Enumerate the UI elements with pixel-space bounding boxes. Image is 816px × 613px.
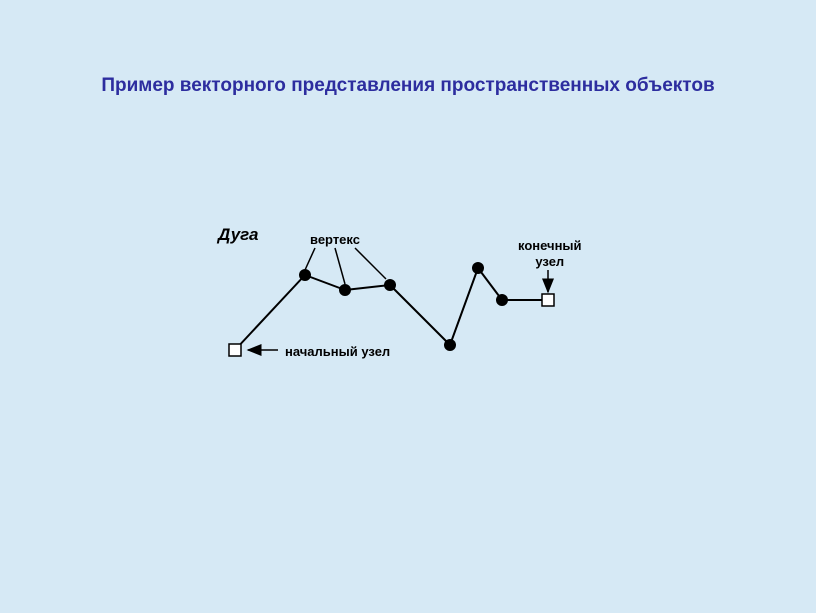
vertex-label: вертекс bbox=[310, 232, 360, 247]
vertex-node bbox=[496, 294, 508, 306]
arc-label: Дуга bbox=[218, 225, 258, 245]
edge bbox=[305, 275, 345, 290]
edge bbox=[450, 268, 478, 345]
pointer-line bbox=[305, 248, 315, 270]
end-node bbox=[542, 294, 554, 306]
end-node-label: конечныйузел bbox=[518, 238, 582, 269]
edge bbox=[390, 285, 450, 345]
vertex-node bbox=[444, 339, 456, 351]
pointer-line bbox=[335, 248, 345, 284]
start-node bbox=[229, 344, 241, 356]
edge bbox=[345, 285, 390, 290]
vertex-node bbox=[384, 279, 396, 291]
start-node-label: начальный узел bbox=[285, 344, 390, 359]
edge bbox=[235, 275, 305, 350]
vertex-node bbox=[299, 269, 311, 281]
pointer-line bbox=[355, 248, 386, 279]
vertex-node bbox=[339, 284, 351, 296]
diagram-svg bbox=[0, 0, 816, 613]
vertex-node bbox=[472, 262, 484, 274]
